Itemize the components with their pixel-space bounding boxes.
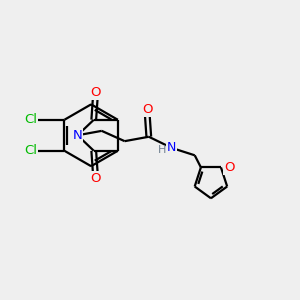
Text: Cl: Cl — [24, 113, 37, 126]
Text: O: O — [90, 85, 101, 99]
Text: Cl: Cl — [24, 144, 37, 157]
Text: O: O — [142, 103, 153, 116]
Text: N: N — [73, 129, 82, 142]
Text: H: H — [158, 145, 166, 155]
Text: O: O — [90, 172, 101, 185]
Text: O: O — [224, 161, 235, 174]
Text: N: N — [167, 141, 176, 154]
